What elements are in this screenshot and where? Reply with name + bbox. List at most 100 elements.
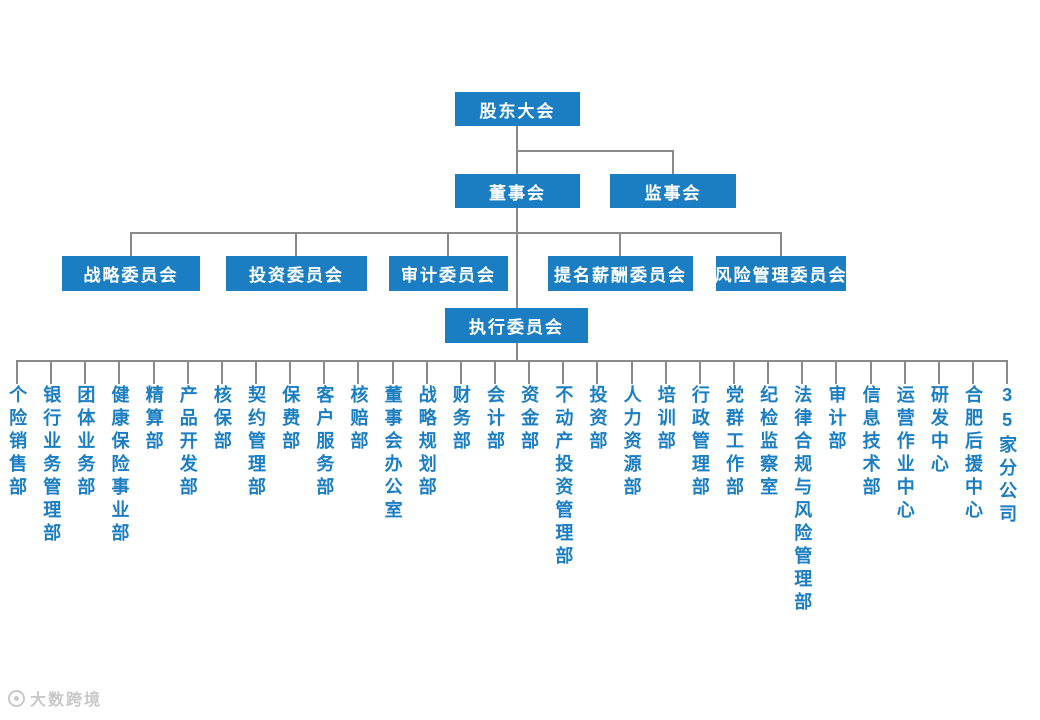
department-label: 战略规划部 (416, 385, 437, 500)
connector (664, 360, 667, 384)
department-node: 合肥后援中心 (956, 360, 990, 615)
department-label: 不动产投资管理部 (553, 385, 574, 569)
connector (118, 360, 121, 384)
department-label: 核赔部 (348, 385, 369, 454)
connector (131, 232, 781, 234)
departments-row: 个险销售部 银行业务管理部 团体业务部 健康保险事业部 精算部 产品开发部 核保… (0, 360, 1024, 615)
department-node: 会计部 (478, 360, 512, 615)
department-node: 产品开发部 (171, 360, 205, 615)
connector (903, 360, 906, 384)
node-strategy-committee: 战略委员会 (62, 256, 200, 291)
department-label: 审计部 (826, 385, 847, 454)
department-label: 会计部 (485, 385, 506, 454)
node-executive-committee: 执行委员会 (445, 308, 588, 343)
connector (516, 208, 518, 308)
department-label: 法律合规与风险管理部 (792, 385, 813, 615)
department-label: 党群工作部 (724, 385, 745, 500)
department-node: 契约管理部 (239, 360, 273, 615)
connector (152, 360, 155, 384)
department-node: 财务部 (444, 360, 478, 615)
department-node: 客户服务部 (307, 360, 341, 615)
department-label: 精算部 (143, 385, 164, 454)
node-shareholders-meeting: 股东大会 (455, 92, 580, 126)
connector (459, 360, 462, 384)
connector (357, 360, 360, 384)
department-label: 培训部 (655, 385, 676, 454)
department-label: 研发中心 (928, 385, 949, 477)
department-node: 银行业务管理部 (34, 360, 68, 615)
department-label: 银行业务管理部 (41, 385, 62, 546)
department-label: 个险销售部 (7, 385, 28, 500)
connector (767, 360, 770, 384)
connector (596, 360, 599, 384)
connector (619, 232, 621, 256)
department-node: 培训部 (649, 360, 683, 615)
department-label: 财务部 (450, 385, 471, 454)
node-risk-management-committee: 风险管理委员会 (715, 256, 846, 291)
department-node: 核赔部 (341, 360, 375, 615)
connector (562, 360, 565, 384)
node-audit-committee: 审计委员会 (389, 256, 508, 291)
connector (130, 232, 132, 256)
department-node: 团体业务部 (68, 360, 102, 615)
department-label: 健康保险事业部 (109, 385, 130, 546)
node-nomination-compensation-committee: 提名薪酬委员会 (548, 256, 693, 291)
department-node: 信息技术部 (854, 360, 888, 615)
department-node: 健康保险事业部 (102, 360, 136, 615)
department-label: 信息技术部 (860, 385, 881, 500)
connector (937, 360, 940, 384)
node-investment-committee: 投资委员会 (226, 256, 367, 291)
department-node: 精算部 (137, 360, 171, 615)
department-node: 资金部 (512, 360, 546, 615)
department-node: 35家分公司 (990, 360, 1024, 615)
department-label: 客户服务部 (314, 385, 335, 500)
connector (391, 360, 394, 384)
department-node: 党群工作部 (717, 360, 751, 615)
department-label: 行政管理部 (689, 385, 710, 500)
connector (528, 360, 531, 384)
department-node: 运营作业中心 (888, 360, 922, 615)
connector (255, 360, 258, 384)
department-label: 运营作业中心 (894, 385, 915, 523)
connector (835, 360, 838, 384)
department-label: 团体业务部 (75, 385, 96, 500)
department-node: 研发中心 (922, 360, 956, 615)
department-node: 核保部 (205, 360, 239, 615)
connector (447, 232, 449, 256)
connector (16, 360, 19, 384)
connector (323, 360, 326, 384)
department-label: 契约管理部 (246, 385, 267, 500)
connector (780, 232, 782, 256)
connector (801, 360, 804, 384)
node-board-of-directors: 董事会 (455, 174, 580, 208)
department-label: 投资部 (587, 385, 608, 454)
department-label: 35家分公司 (997, 385, 1018, 527)
connector (516, 343, 518, 360)
connector (494, 360, 497, 384)
department-label: 资金部 (519, 385, 540, 454)
watermark-text: 大数跨境 (30, 692, 103, 709)
department-label: 人力资源部 (621, 385, 642, 500)
department-node: 审计部 (819, 360, 853, 615)
department-label: 董事会办公室 (382, 385, 403, 523)
connector (425, 360, 428, 384)
department-label: 合肥后援中心 (963, 385, 983, 523)
department-node: 行政管理部 (683, 360, 717, 615)
connector (84, 360, 87, 384)
connector (186, 360, 189, 384)
department-label: 纪检监察室 (758, 385, 779, 500)
department-node: 战略规划部 (410, 360, 444, 615)
connector (733, 360, 736, 384)
connector (672, 150, 674, 174)
connector (972, 360, 974, 384)
connector (516, 150, 674, 152)
node-supervisory-board: 监事会 (610, 174, 736, 208)
connector (698, 360, 701, 384)
department-node: 董事会办公室 (376, 360, 410, 615)
connector (630, 360, 633, 384)
connector (289, 360, 292, 384)
connector (220, 360, 223, 384)
connector (17, 360, 1007, 362)
department-node: 法律合规与风险管理部 (785, 360, 819, 615)
